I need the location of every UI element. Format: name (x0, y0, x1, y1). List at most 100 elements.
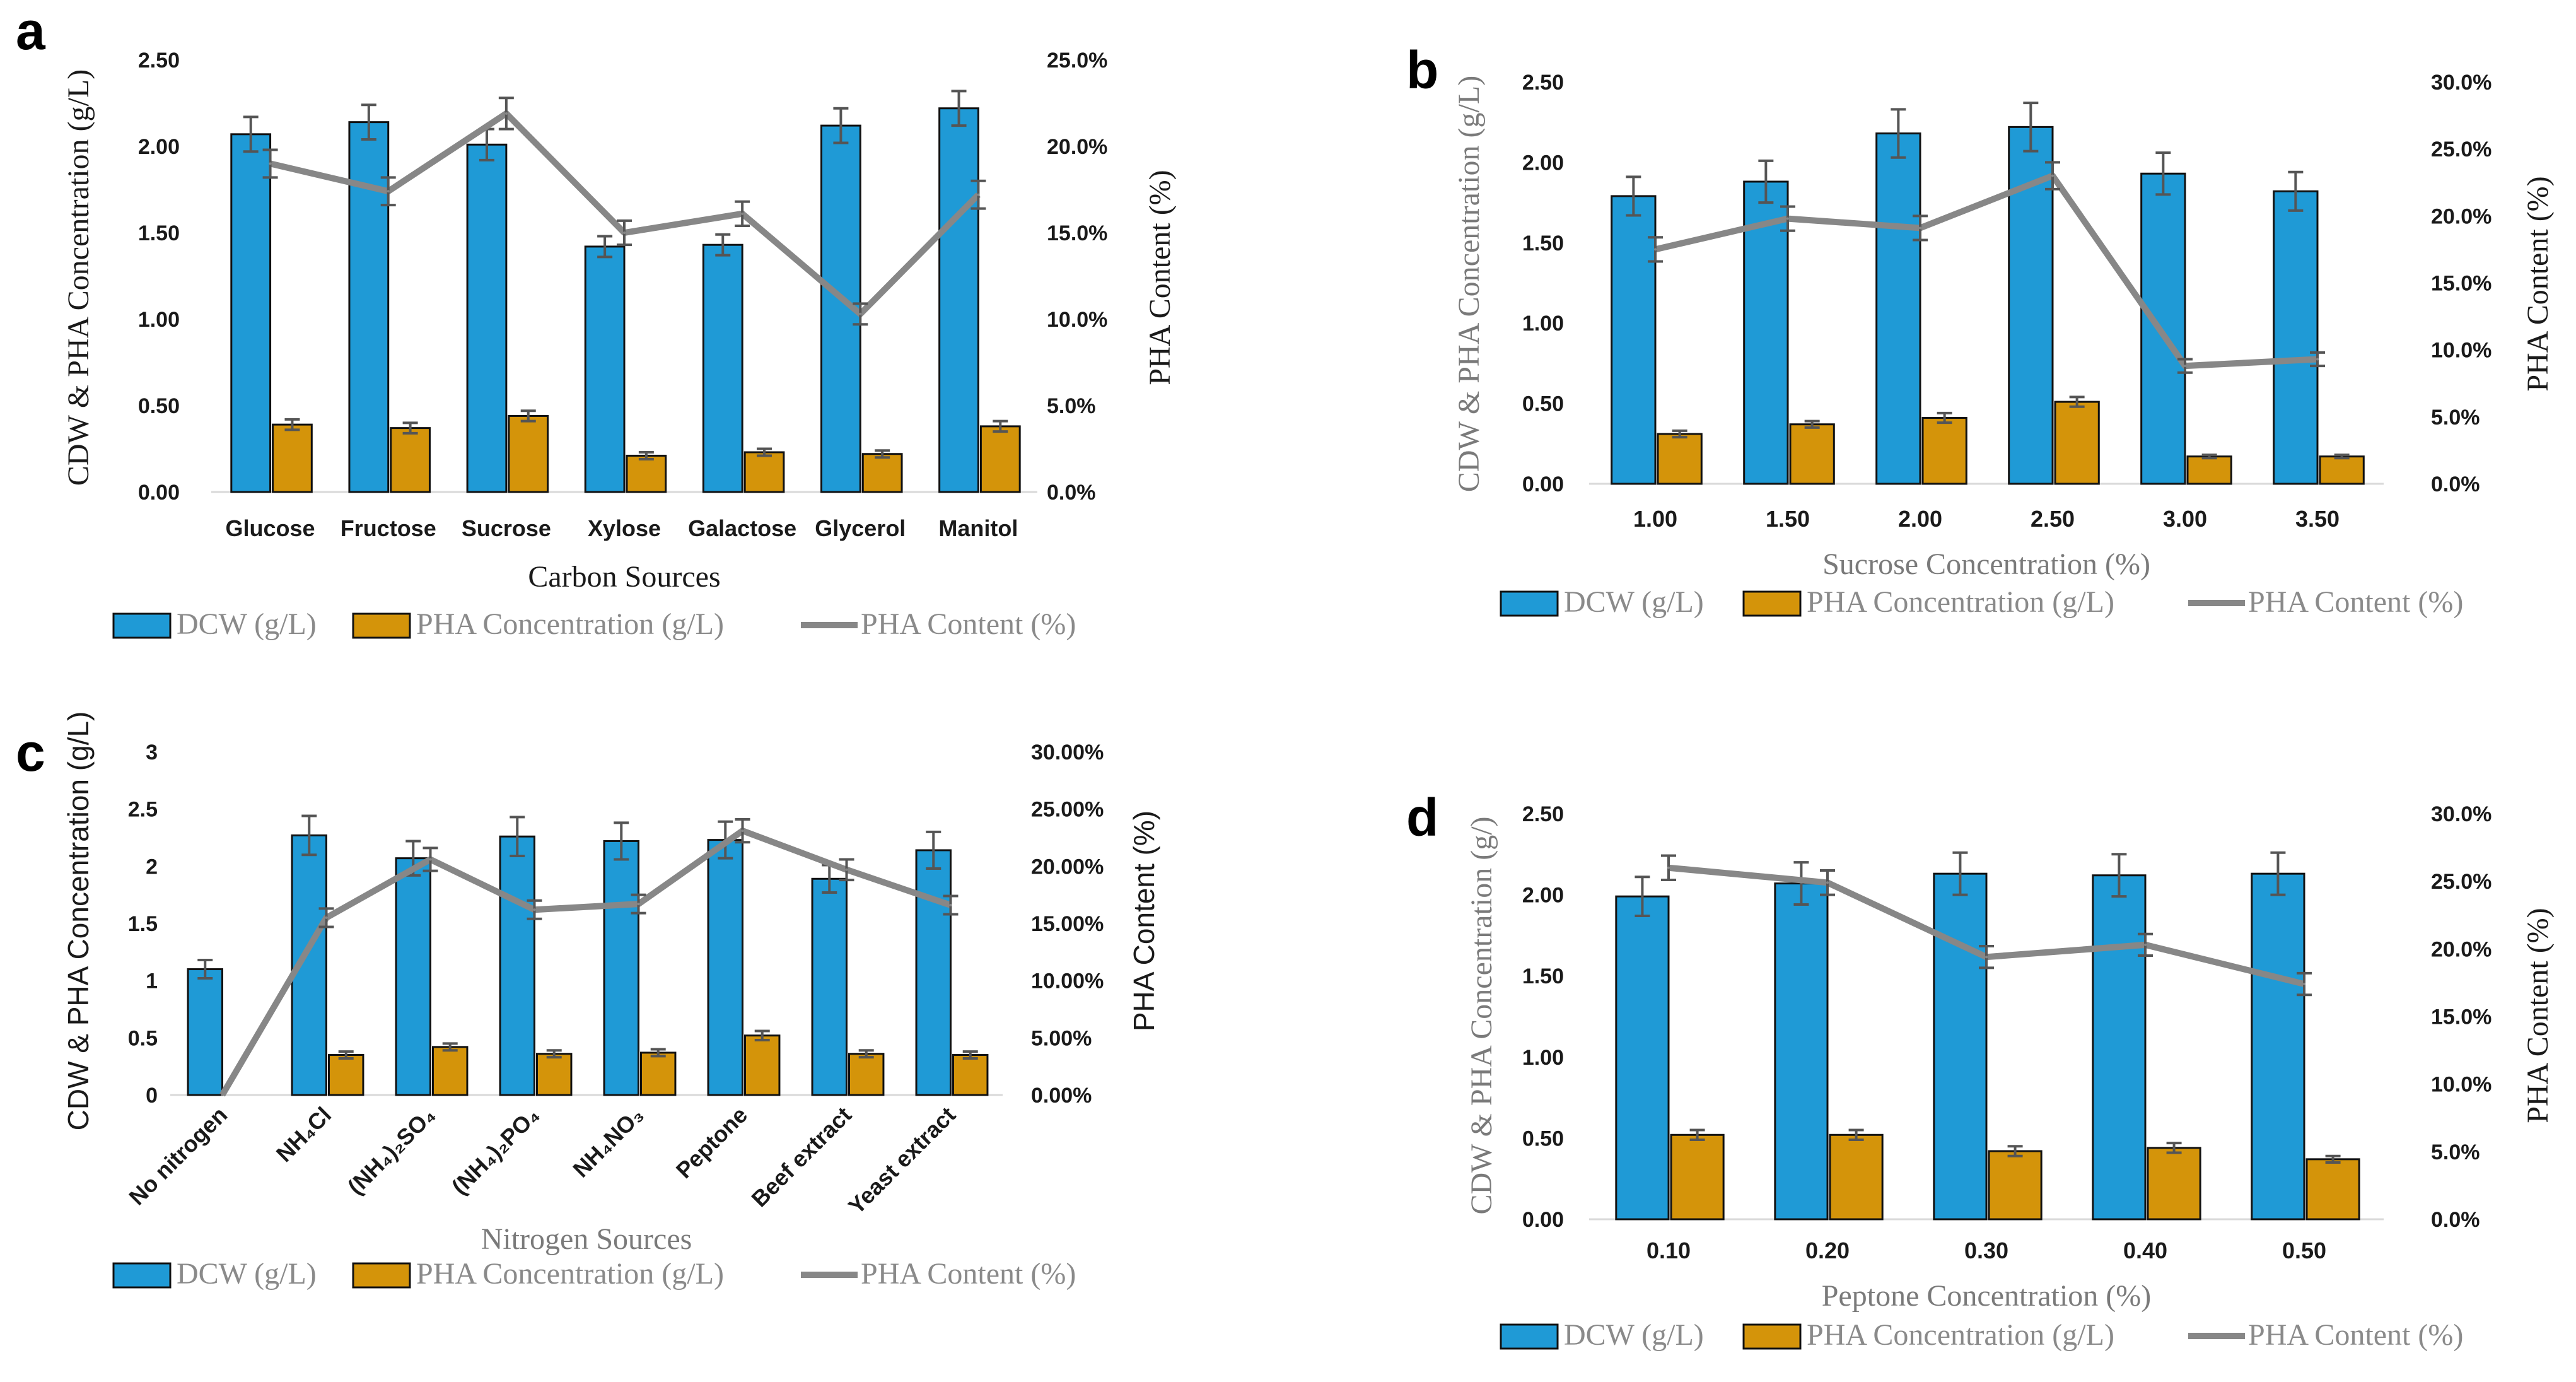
legend-label-dcw: DCW (g/L) (1564, 1318, 1704, 1352)
y2-tick-label: 5.0% (2431, 406, 2480, 430)
pha-bar (508, 414, 549, 493)
y2-tick-label: 10.0% (1047, 308, 1107, 332)
dcw-error-bar (1758, 159, 1774, 204)
pha-error-bar (520, 409, 536, 423)
pha-content-point (859, 312, 862, 315)
legend-label-pha-concentration: PHA Concentration (g/L) (416, 1257, 724, 1291)
dcw-error-bar (1952, 851, 1968, 896)
pha-error-bar (757, 447, 772, 457)
category-label: 2.50 (2031, 506, 2075, 532)
pha-error-bar (402, 421, 418, 435)
legend-swatch-pha (352, 1262, 411, 1289)
pha-error-bar (2069, 395, 2085, 408)
dcw-error-bar (715, 233, 731, 257)
y-axis-title: CDW & PHA Concentration (g/L) (62, 69, 95, 486)
dcw-error-bar (597, 235, 613, 259)
dcw-bar (187, 968, 223, 1096)
y-tick-label: 0.50 (1522, 392, 1564, 416)
dcw-bar (230, 133, 272, 493)
legend-label-pha-content: PHA Content (%) (2248, 585, 2463, 619)
dcw-error-bar (197, 959, 213, 980)
legend-swatch-dcw (1500, 590, 1559, 617)
category-label: Galactose (688, 515, 796, 541)
y2-axis-title: PHA Content (%) (1128, 811, 1160, 1031)
legend-label-dcw: DCW (g/L) (177, 607, 317, 641)
legend-label-pha-content: PHA Content (%) (861, 607, 1076, 641)
pha-bar (743, 451, 785, 493)
category-label: Xylose (588, 515, 661, 541)
pha-content-line (219, 828, 952, 1097)
pha-bar (1789, 423, 1835, 485)
y2-tick-label: 5.0% (1047, 394, 1096, 418)
y-axis-title: CDW & PHA Concentration (g/L) (1452, 76, 1486, 492)
legend-label-dcw: DCW (g/L) (177, 1257, 317, 1291)
pha-bar (2319, 455, 2365, 485)
legend: DCW (g/L) PHA Concentration (g/L) PHA Cont… (112, 607, 1076, 641)
pha-bar (640, 1051, 677, 1096)
y-tick-label: 1.00 (1522, 312, 1564, 336)
y2-tick-label: 15.0% (1047, 221, 1107, 245)
y2-tick-label: 20.00% (1031, 855, 1104, 879)
legend-swatch-pha (1742, 1323, 1802, 1350)
pha-error-bar (284, 418, 300, 431)
y2-axis-title: PHA Content (%) (2521, 908, 2555, 1123)
y-axis-title: CDW & PHA Concentration (g/) (1465, 816, 1498, 1214)
pha-content-point (533, 908, 536, 911)
panel-letter: d (1406, 788, 1438, 847)
pha-bar (848, 1053, 885, 1096)
y-tick-label: 2.50 (1522, 802, 1564, 826)
pha-bar (272, 423, 313, 493)
pha-content-point (977, 193, 980, 196)
dcw-error-bar (2023, 102, 2039, 153)
y2-tick-label: 25.0% (2431, 870, 2491, 894)
dcw-error-bar (243, 115, 259, 153)
pha-bar (390, 427, 431, 493)
pha-bar (861, 453, 903, 493)
pha-error-bar (2334, 454, 2350, 460)
legend-swatch-pha (1742, 590, 1802, 617)
pha-content-point (429, 858, 432, 861)
y2-tick-label: 25.0% (2431, 138, 2491, 161)
y-tick-label: 2.00 (138, 135, 180, 159)
legend-label-pha-content: PHA Content (%) (861, 1257, 1076, 1291)
dcw-bar (603, 840, 639, 1096)
pha-content-point (2051, 174, 2054, 177)
pha-error-bar (2325, 1154, 2341, 1164)
y-tick-label: 0.00 (138, 481, 180, 505)
y-tick-label: 0.50 (1522, 1127, 1564, 1151)
pha-content-point (1919, 226, 1921, 230)
pha-content-point (1786, 217, 1789, 220)
legend-label-pha-concentration: PHA Concentration (g/L) (416, 607, 724, 641)
pha-error-bar (1672, 429, 1687, 439)
pha-error-bar (338, 1050, 354, 1060)
legend: DCW (g/L) PHA Concentration (g/L) PHA Cont… (1500, 1318, 2463, 1352)
pha-content-point (1667, 866, 1670, 869)
pha-bar (744, 1034, 781, 1096)
pha-content-point (325, 916, 328, 919)
category-label: Glycerol (815, 515, 906, 541)
y-tick-label: 0 (146, 1084, 158, 1108)
dcw-error-bar (951, 90, 967, 127)
chart-panel-d: d 0.00 0.50 1.00 1.50 2.00 2.50 0.0% 5.0% 10.0% 15… (1406, 788, 2555, 1352)
category-label: 3.00 (2163, 506, 2207, 532)
dcw-bar (2273, 190, 2319, 485)
category-label: 0.50 (2282, 1238, 2326, 1263)
category-label: (NH₄)₂SO₄ (342, 1102, 440, 1200)
pha-bar (328, 1054, 364, 1096)
category-label: 0.10 (1646, 1238, 1691, 1263)
pha-content-point (1826, 881, 1829, 884)
y2-tick-label: 15.0% (2431, 272, 2491, 296)
y-tick-label: 0.00 (1522, 472, 1564, 496)
pha-error-bar (2201, 454, 2217, 460)
dcw-bar (1875, 132, 1921, 485)
pha-bar (2305, 1158, 2360, 1221)
pha-bar (2147, 1147, 2201, 1221)
y-tick-label: 1.00 (138, 308, 180, 332)
y2-tick-label: 20.0% (2431, 937, 2491, 961)
dcw-bar (811, 877, 848, 1096)
category-label: Beef extract (746, 1102, 856, 1212)
dcw-error-bar (614, 821, 629, 861)
pha-content-point (623, 231, 626, 234)
y2-axis-title: PHA Content (%) (2521, 176, 2555, 391)
pha-content-point (504, 112, 508, 115)
